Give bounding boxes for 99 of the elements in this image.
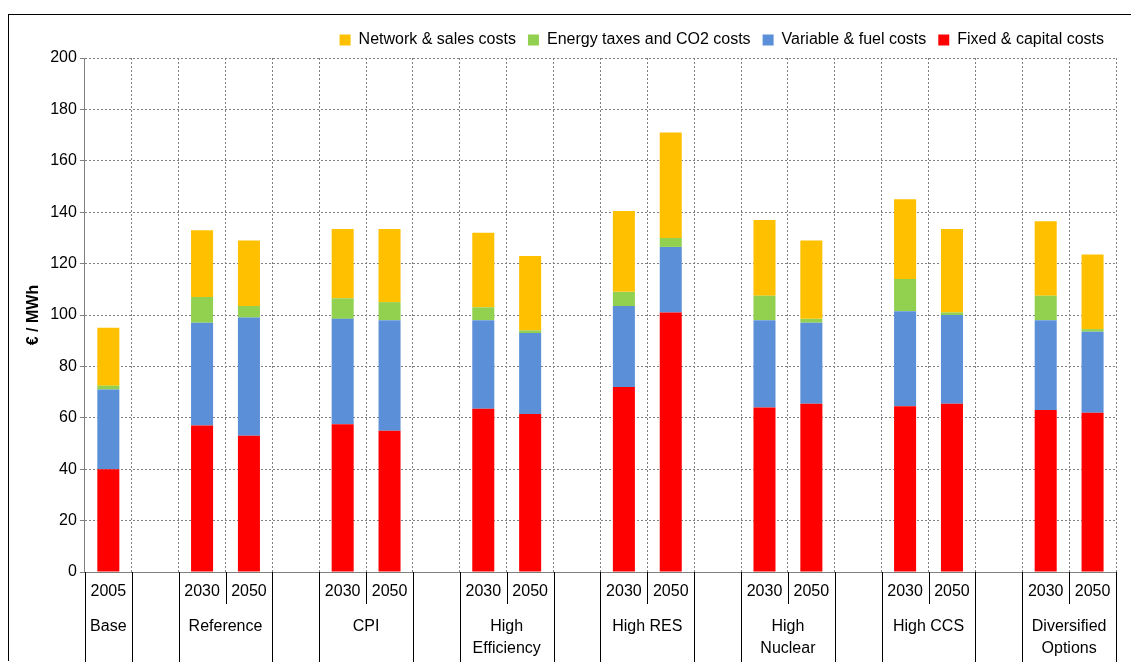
y-tick-label: 80 [59, 356, 77, 374]
y-axis-title: € / MWh [24, 284, 42, 346]
bar [97, 469, 120, 572]
y-tick-label: 0 [67, 562, 77, 580]
bar [1034, 221, 1057, 296]
bar [97, 389, 120, 470]
bar [753, 407, 776, 572]
bar [894, 279, 917, 312]
x-tick-label: 2030 [324, 582, 361, 600]
bar [378, 430, 401, 572]
bar [800, 318, 823, 323]
y-tick-label: 200 [50, 48, 77, 66]
bar [191, 425, 214, 572]
legend-label: Variable & fuel costs [781, 30, 927, 48]
bar [472, 408, 495, 572]
bar [612, 291, 635, 307]
bar [1034, 320, 1057, 411]
bar [519, 330, 542, 333]
bar [1081, 331, 1104, 413]
bar [331, 424, 354, 572]
bar [472, 320, 495, 409]
y-tick-label: 40 [59, 459, 77, 477]
bar [800, 240, 823, 319]
bar [1081, 329, 1104, 332]
bar [472, 232, 495, 308]
bar [612, 210, 635, 292]
x-tick-label: 2005 [90, 582, 127, 600]
bar [519, 332, 542, 414]
bar [378, 228, 401, 303]
bar [659, 237, 682, 247]
bar [97, 327, 120, 386]
bar [1034, 410, 1057, 572]
bar [940, 312, 963, 315]
bar [800, 403, 823, 572]
x-tick-label: 2050 [231, 582, 267, 600]
text: CPI [352, 617, 380, 635]
y-tick-label: 120 [50, 254, 77, 272]
bar [191, 297, 214, 323]
legend-label: Network & sales costs [358, 30, 516, 48]
legend-label: Fixed & capital costs [957, 30, 1105, 48]
bar [378, 320, 401, 431]
bar [612, 386, 635, 572]
legend-label: Energy taxes and CO2 costs [546, 30, 751, 48]
bar [940, 403, 963, 572]
y-tick-label: 160 [50, 151, 77, 169]
bar [519, 413, 542, 572]
bar [331, 228, 354, 299]
bar [1034, 295, 1057, 321]
bar [237, 317, 260, 436]
bar [659, 312, 682, 572]
x-tick-label: 2050 [652, 582, 689, 600]
text: Reference [188, 617, 263, 635]
bar [519, 255, 542, 331]
text: High CCS [892, 617, 965, 635]
bar [472, 307, 495, 321]
bar [191, 322, 214, 426]
bar [378, 302, 401, 321]
bar [659, 132, 682, 238]
x-tick-label: 2030 [887, 582, 923, 600]
bar [800, 322, 823, 404]
bar [1081, 412, 1104, 572]
text: Diversified Options [1031, 617, 1107, 657]
bar [237, 240, 260, 307]
bar [753, 295, 776, 321]
bar [894, 199, 917, 280]
bar [331, 298, 354, 319]
bar [753, 320, 776, 408]
bar [894, 311, 917, 407]
bar [940, 315, 963, 404]
x-tick-label: 2030 [746, 582, 783, 600]
bar [237, 435, 260, 572]
y-tick-label: 60 [59, 408, 77, 426]
text: Base [90, 617, 127, 635]
x-tick-label: 2050 [512, 582, 549, 600]
y-tick-label: 100 [50, 305, 77, 323]
text: High Efficiency [472, 617, 541, 657]
bar [894, 406, 917, 572]
bar [612, 306, 635, 387]
bar [940, 228, 963, 313]
bar [237, 306, 260, 318]
x-tick-label: 2050 [371, 582, 408, 600]
x-tick-label: 2030 [1027, 582, 1064, 600]
bar [753, 219, 776, 296]
x-tick-label: 2030 [184, 582, 220, 600]
y-tick-label: 140 [50, 202, 77, 220]
bar [1081, 254, 1104, 330]
y-tick-label: 180 [50, 99, 77, 117]
x-tick-label: 2030 [465, 582, 502, 600]
y-tick-label: 20 [59, 511, 77, 529]
bar [331, 318, 354, 425]
text: High RES [612, 617, 683, 635]
x-tick-label: 2030 [606, 582, 642, 600]
x-tick-label: 2050 [1074, 582, 1111, 600]
text: High Nuclear [760, 617, 817, 657]
bar [97, 385, 120, 390]
bar [191, 230, 214, 298]
x-tick-label: 2050 [934, 582, 970, 600]
x-tick-label: 2050 [793, 582, 830, 600]
bar [659, 246, 682, 313]
